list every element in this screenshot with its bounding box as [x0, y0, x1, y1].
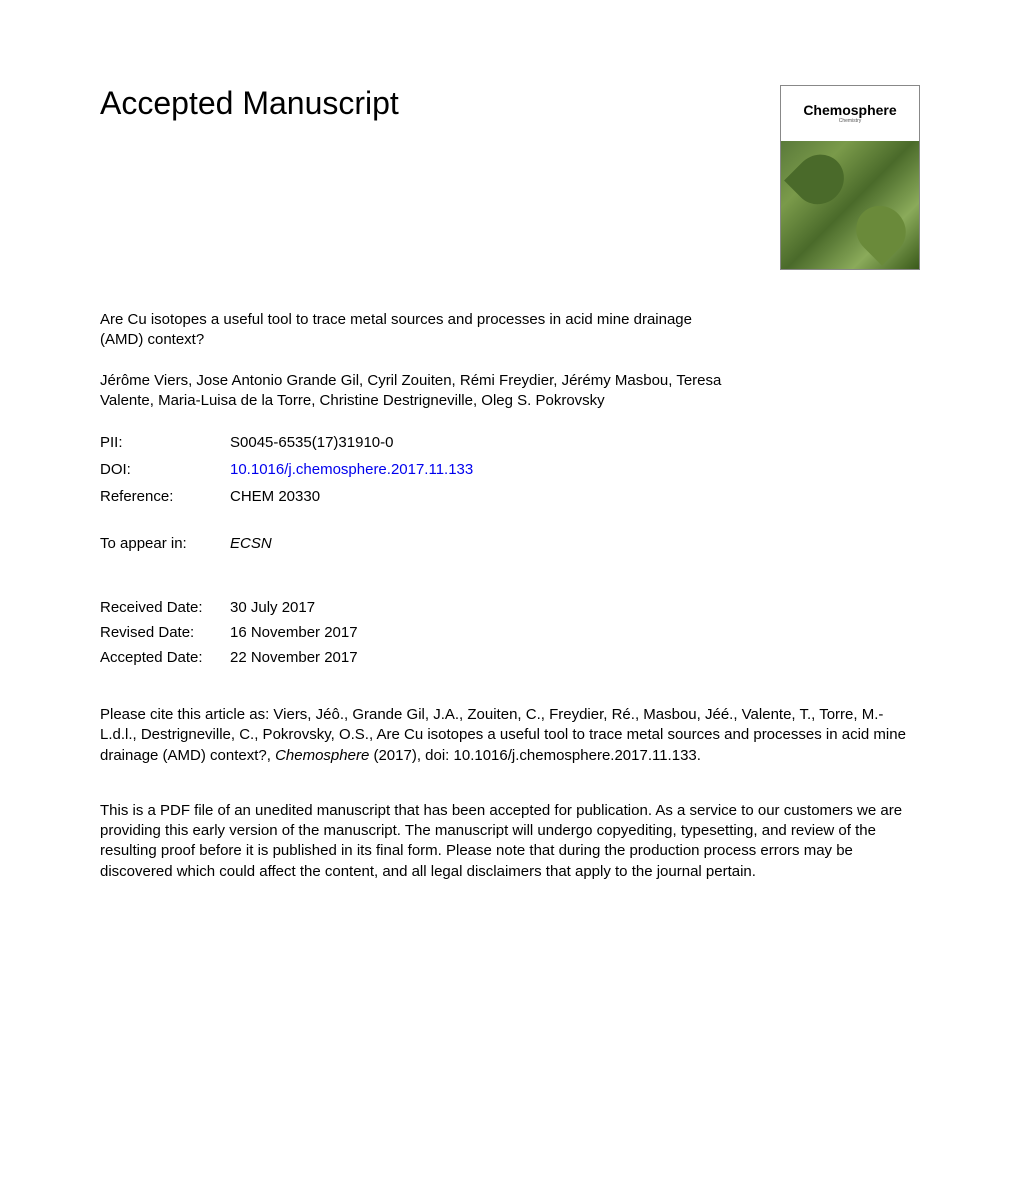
appear-table: To appear in: ECSN [100, 530, 272, 557]
appear-label: To appear in: [100, 530, 230, 557]
metadata-row-appear: To appear in: ECSN [100, 530, 272, 557]
metadata-table: PII: S0045-6535(17)31910-0 DOI: 10.1016/… [100, 429, 473, 510]
cover-journal-name: Chemosphere [785, 102, 915, 118]
accepted-value: 22 November 2017 [230, 645, 358, 670]
doi-link[interactable]: 10.1016/j.chemosphere.2017.11.133 [230, 461, 473, 478]
citation-journal: Chemosphere [275, 747, 369, 764]
reference-value: CHEM 20330 [230, 483, 473, 510]
header-row: Accepted Manuscript Chemosphere Chemistr… [100, 85, 920, 270]
page-title: Accepted Manuscript [100, 85, 399, 122]
citation-suffix: (2017), doi: 10.1016/j.chemosphere.2017.… [369, 747, 701, 764]
date-row-accepted: Accepted Date: 22 November 2017 [100, 645, 358, 670]
date-row-received: Received Date: 30 July 2017 [100, 595, 358, 620]
article-title: Are Cu isotopes a useful tool to trace m… [100, 310, 720, 351]
cover-image [781, 141, 919, 269]
pii-value: S0045-6535(17)31910-0 [230, 429, 473, 456]
citation-text: Please cite this article as: Viers, Jéô.… [100, 705, 920, 766]
authors-list: Jérôme Viers, Jose Antonio Grande Gil, C… [100, 371, 740, 412]
metadata-row-reference: Reference: CHEM 20330 [100, 483, 473, 510]
doi-label: DOI: [100, 456, 230, 483]
journal-cover: Chemosphere Chemistry [780, 85, 920, 270]
received-label: Received Date: [100, 595, 230, 620]
received-value: 30 July 2017 [230, 595, 358, 620]
date-row-revised: Revised Date: 16 November 2017 [100, 620, 358, 645]
metadata-row-pii: PII: S0045-6535(17)31910-0 [100, 429, 473, 456]
dates-table: Received Date: 30 July 2017 Revised Date… [100, 595, 358, 670]
accepted-label: Accepted Date: [100, 645, 230, 670]
reference-label: Reference: [100, 483, 230, 510]
pii-label: PII: [100, 429, 230, 456]
disclaimer-text: This is a PDF file of an unedited manusc… [100, 801, 920, 882]
cover-top: Chemosphere Chemistry [781, 86, 919, 141]
revised-label: Revised Date: [100, 620, 230, 645]
metadata-row-doi: DOI: 10.1016/j.chemosphere.2017.11.133 [100, 456, 473, 483]
revised-value: 16 November 2017 [230, 620, 358, 645]
appear-value: ECSN [230, 530, 272, 557]
cover-subtitle: Chemistry [785, 118, 915, 124]
